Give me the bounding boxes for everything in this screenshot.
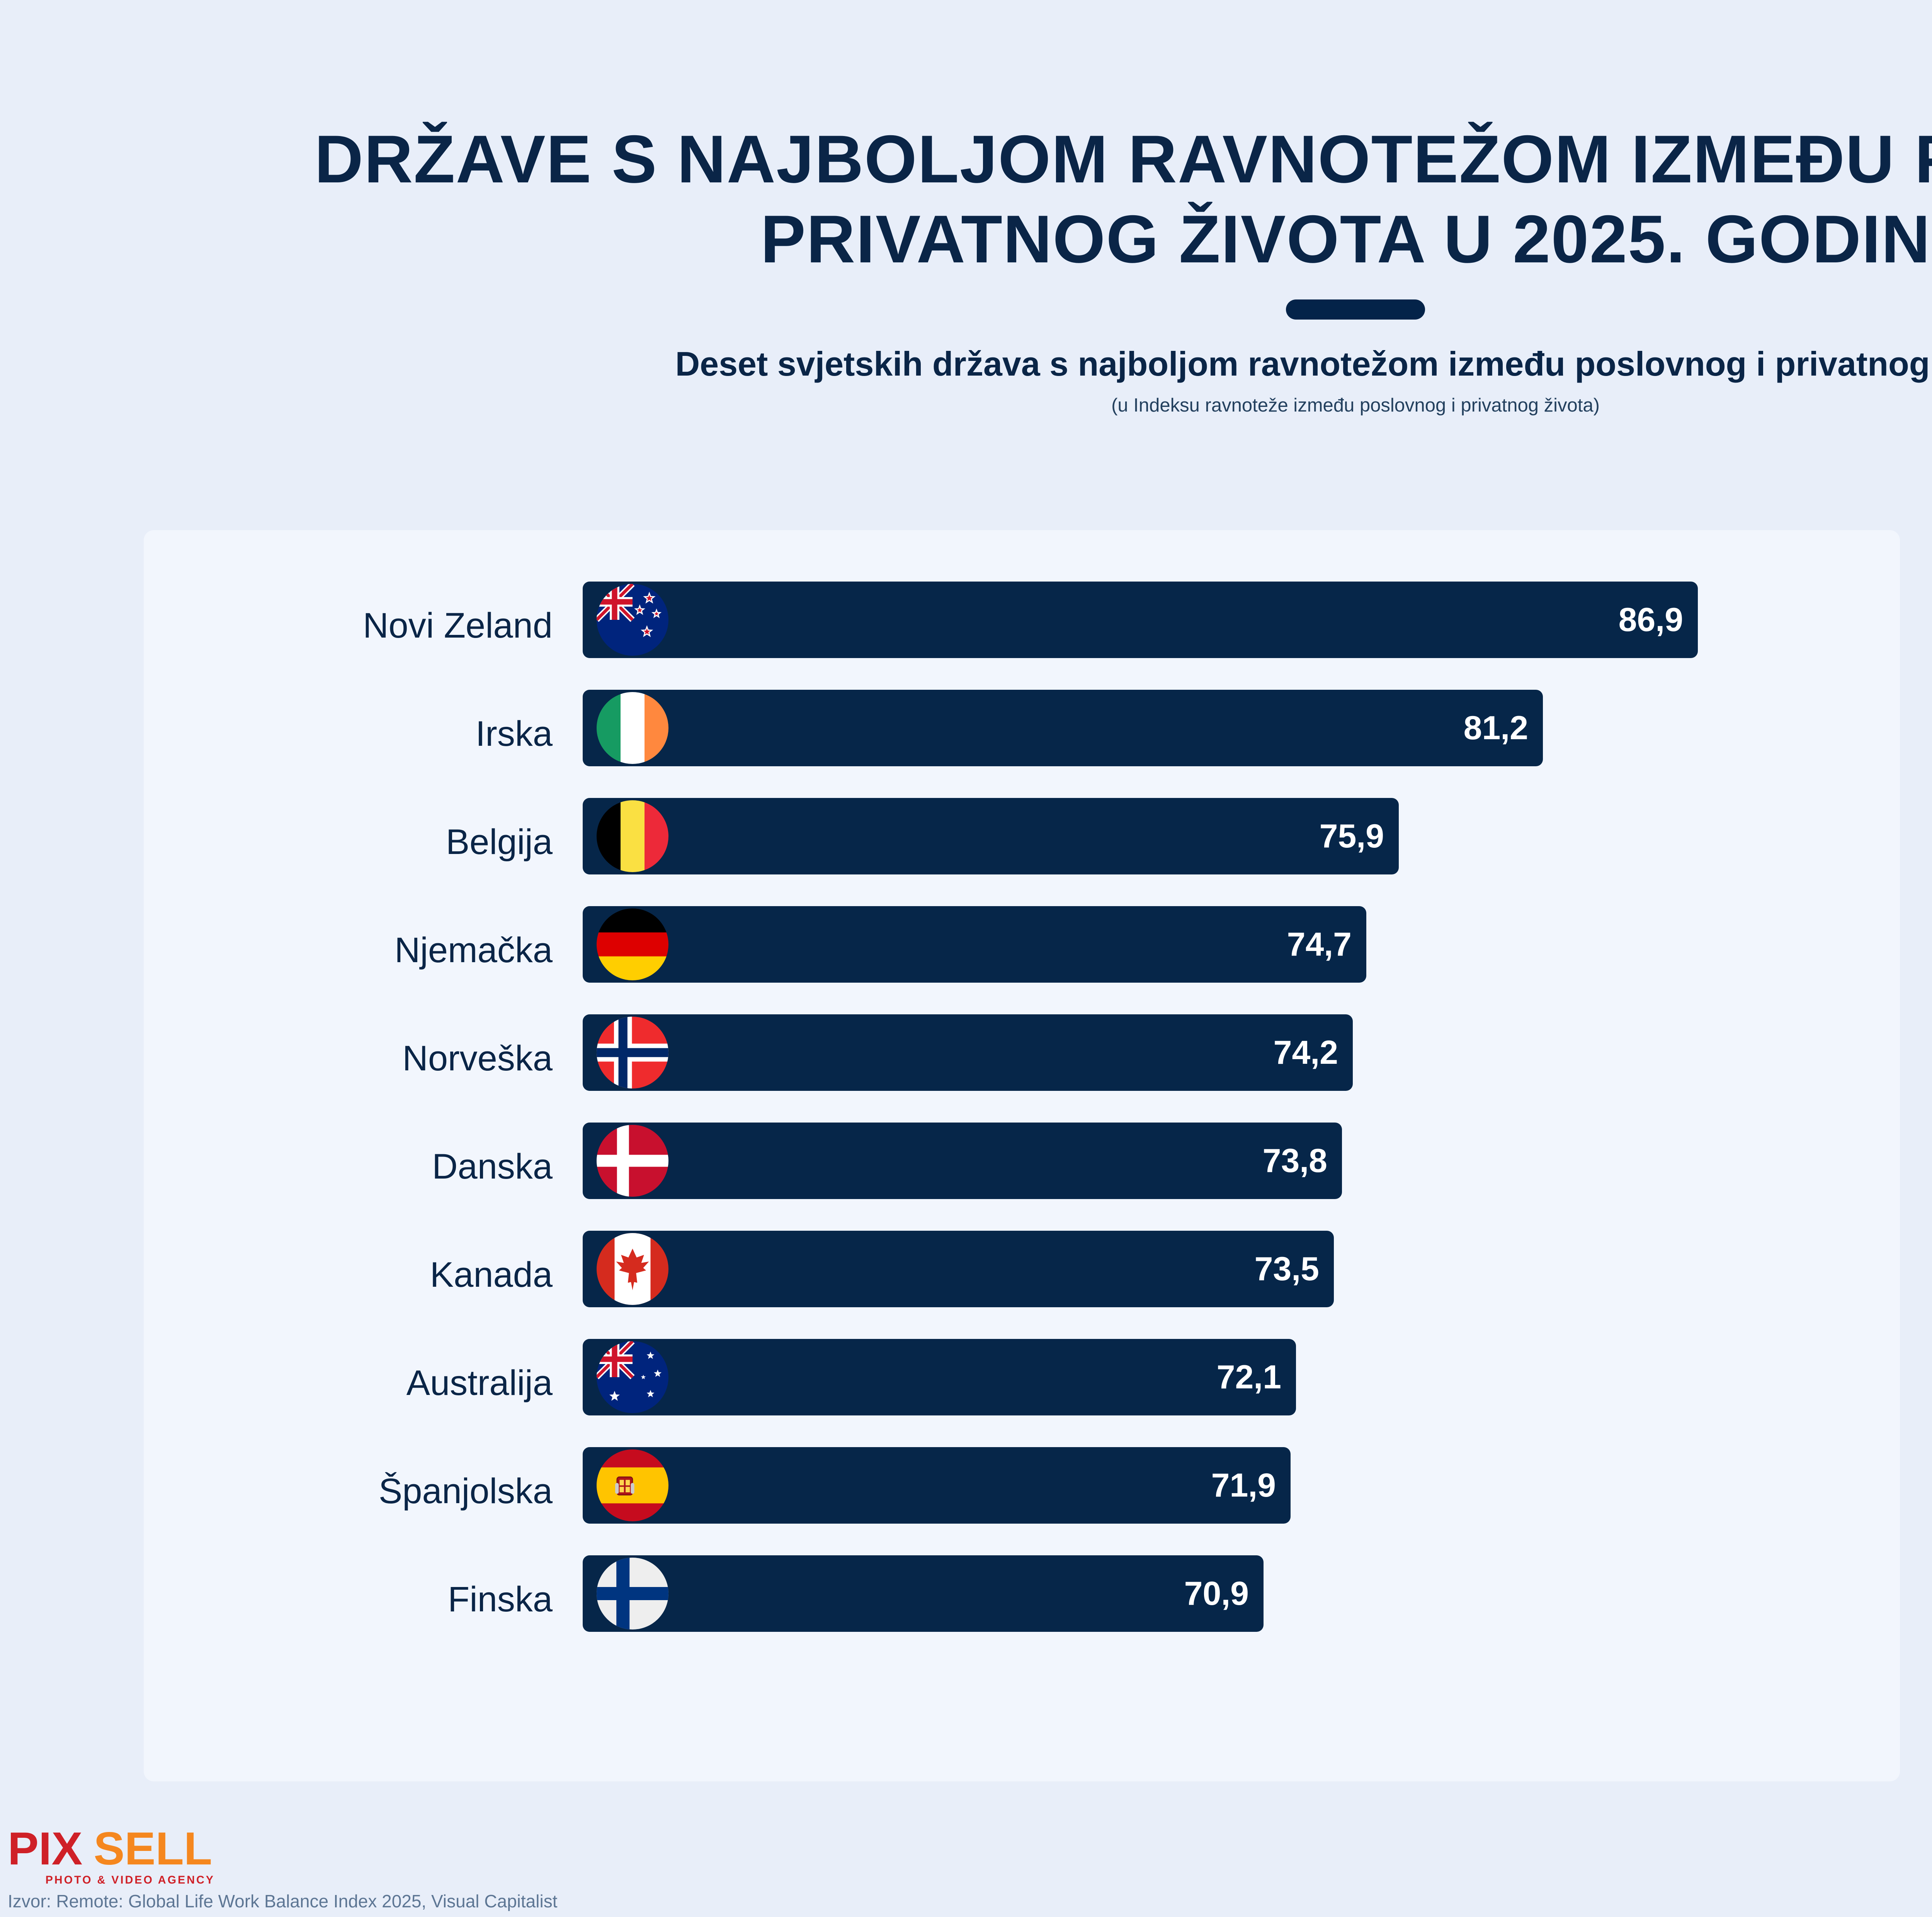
flag-icon-norway: [597, 1017, 668, 1089]
bar-value-label: 71,9: [1211, 1466, 1276, 1504]
flag-icon-denmark: [597, 1125, 668, 1197]
country-label: Danska: [432, 1147, 553, 1186]
bar-value-label: 74,7: [1287, 925, 1352, 963]
value-bar: 71,9: [583, 1447, 1291, 1524]
page-title: DRŽAVE S NAJBOLJOM RAVNOTEŽOM IZMEĐU POS…: [314, 122, 1932, 277]
logo-pix-text: PIX: [8, 1827, 82, 1874]
bar-value-label: 74,2: [1273, 1034, 1338, 1071]
bar-value-label: 72,1: [1216, 1358, 1281, 1396]
value-bar: 73,5: [583, 1231, 1334, 1307]
logo-tagline: PHOTO & VIDEO AGENCY: [46, 1874, 215, 1886]
value-bar: 74,7: [583, 906, 1366, 983]
bar-value-label: 73,8: [1262, 1142, 1327, 1179]
value-bar: 73,8: [583, 1123, 1342, 1199]
chart-panel: Novi Zeland 86,9 Irska 81,2 Belgija 75,9 Njema…: [144, 530, 1900, 1781]
bar-value-label: 75,9: [1319, 817, 1384, 855]
bar-row: Belgija 75,9: [144, 798, 1900, 906]
bar-row: Danska 73,8: [144, 1123, 1900, 1231]
country-label: Norveška: [402, 1039, 553, 1078]
flag-icon-spain: [597, 1449, 668, 1521]
country-label: Australija: [406, 1363, 553, 1403]
value-bar: 72,1: [583, 1339, 1296, 1415]
bar-row: Norveška 74,2: [144, 1014, 1900, 1123]
bar-rows: Novi Zeland 86,9 Irska 81,2 Belgija 75,9 Njema…: [144, 582, 1900, 1664]
country-label: Njemačka: [394, 930, 553, 970]
subtitle: Deset svjetskih država s najboljom ravno…: [675, 345, 1932, 383]
flag-icon-germany: [597, 908, 668, 980]
country-label: Irska: [475, 714, 553, 754]
value-bar: 70,9: [583, 1555, 1264, 1632]
flag-icon-belgium: [597, 800, 668, 872]
bar-value-label: 81,2: [1463, 709, 1528, 747]
bar-row: Irska 81,2: [144, 690, 1900, 798]
footer: PIX SELL PHOTO & VIDEO AGENCY Izvor: Rem…: [8, 1827, 1012, 1917]
pixsell-logo: PIX SELL PHOTO & VIDEO AGENCY: [8, 1827, 215, 1886]
bar-row: Novi Zeland 86,9: [144, 582, 1900, 690]
bar-row: Australija 72,1: [144, 1339, 1900, 1447]
country-label: Finska: [448, 1580, 553, 1619]
value-bar: 74,2: [583, 1014, 1353, 1091]
country-label: Belgija: [446, 822, 553, 862]
subtitle-note: (u Indeksu ravnoteže između poslovnog i …: [1111, 395, 1600, 416]
title-divider: [1286, 299, 1425, 320]
logo-sell-text: SELL: [94, 1827, 212, 1874]
bar-value-label: 73,5: [1254, 1250, 1319, 1288]
value-bar: 75,9: [583, 798, 1399, 874]
flag-icon-australia: [597, 1341, 668, 1413]
flag-icon-finland: [597, 1558, 668, 1630]
bar-value-label: 70,9: [1184, 1575, 1249, 1612]
flag-icon-new-zealand: [597, 584, 668, 656]
flag-icon-ireland: [597, 692, 668, 764]
bar-row: Njemačka 74,7: [144, 906, 1900, 1014]
header: DRŽAVE S NAJBOLJOM RAVNOTEŽOM IZMEĐU POS…: [0, 0, 1932, 416]
bar-row: Finska 70,9: [144, 1555, 1900, 1664]
value-bar: 86,9: [583, 582, 1698, 658]
source-line: Izvor: Remote: Global Life Work Balance …: [8, 1891, 558, 1911]
bar-row: Kanada 73,5: [144, 1231, 1900, 1339]
bar-row: Španjolska 71,9: [144, 1447, 1900, 1555]
flag-icon-canada: [597, 1233, 668, 1305]
country-label: Novi Zeland: [363, 606, 553, 645]
bar-value-label: 86,9: [1618, 601, 1683, 638]
value-bar: 81,2: [583, 690, 1543, 766]
country-label: Španjolska: [378, 1471, 553, 1511]
country-label: Kanada: [430, 1255, 553, 1294]
